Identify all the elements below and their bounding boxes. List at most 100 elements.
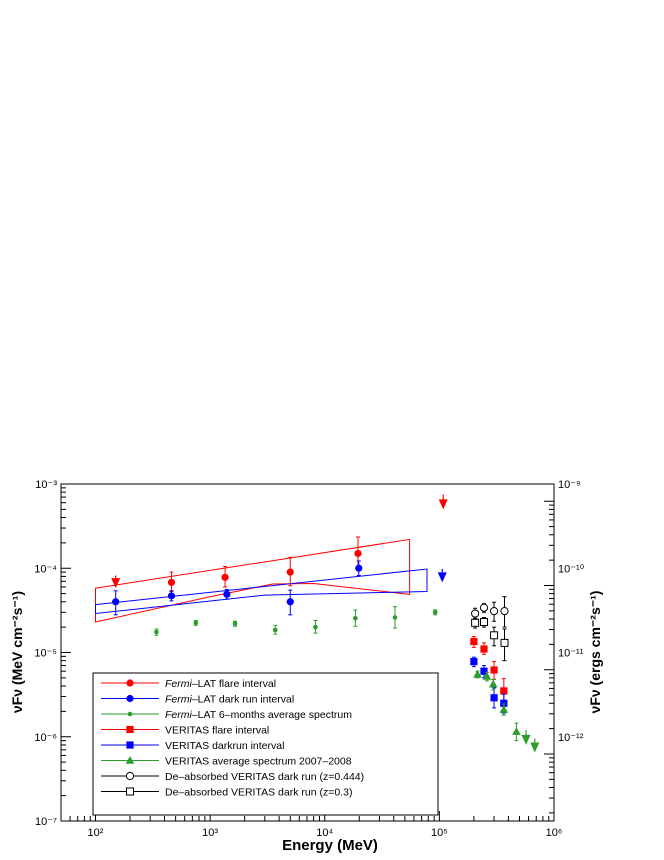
y-tick-label: 10⁻⁴	[34, 563, 57, 575]
y2-tick-label: 10⁻¹¹	[558, 648, 584, 660]
y-tick-label: 10⁻⁵	[34, 648, 57, 660]
data-point	[286, 598, 294, 606]
data-point	[154, 629, 159, 635]
data-point	[480, 667, 488, 675]
legend-entry: VERITAS average spectrum 2007–2008	[101, 755, 352, 767]
data-point	[193, 620, 199, 626]
upper-limit-arrow	[521, 730, 531, 745]
data-point	[479, 603, 489, 612]
data-point	[500, 687, 508, 695]
data-point	[470, 657, 478, 666]
y-tick-label: 10⁻³	[35, 479, 57, 491]
y2-axis-label: νFν (ergs cm⁻²s⁻¹)	[587, 591, 603, 714]
data-point	[512, 727, 521, 735]
legend-label-text: VERITAS average spectrum 2007–2008	[165, 755, 352, 767]
data-point	[500, 607, 509, 616]
data-point	[221, 573, 229, 581]
arrow-head	[111, 578, 121, 589]
legend-label: VERITAS average spectrum 2007–2008	[165, 755, 352, 767]
data-point	[272, 627, 278, 633]
data-point	[490, 631, 499, 640]
data-point	[392, 615, 398, 620]
legend-entry: Fermi–LAT flare interval	[101, 678, 276, 690]
legend-label: VERITAS flare interval	[165, 724, 269, 736]
legend-label-prefix: Fermi	[165, 709, 192, 721]
ticks-layer: 10² 10³ 10⁴ 10⁵ 10⁶ 10⁻⁷ 10⁻⁶ 10⁻⁵ 10⁻⁴ 10⁻³ 10⁻¹²…	[34, 479, 584, 839]
data-point	[355, 564, 363, 572]
legend-label: VERITAS darkrun interval	[165, 740, 284, 752]
legend-marker	[126, 694, 134, 703]
legend-entry: VERITAS darkrun interval	[101, 740, 284, 752]
data-point	[489, 607, 499, 616]
arrow-head	[438, 499, 448, 510]
series-1	[112, 560, 363, 616]
data-point	[473, 669, 482, 678]
upper-limit-arrow	[437, 568, 447, 583]
legend-label-text: –LAT flare interval	[192, 678, 276, 690]
data-point	[470, 637, 478, 646]
data-point	[488, 679, 498, 688]
data-point	[490, 694, 498, 702]
legend-label: Fermi–LAT 6–months average spectrum	[165, 709, 352, 721]
x-tick-label: 10³	[202, 827, 218, 839]
y-tick-label: 10⁻⁶	[34, 732, 57, 744]
data-point	[471, 609, 480, 618]
data-point	[490, 666, 498, 674]
legend-marker	[126, 741, 134, 749]
legend-label-prefix: Fermi	[165, 678, 192, 690]
y2-tick-label: 10⁻¹²	[558, 732, 584, 744]
data-point	[353, 615, 358, 621]
y2-tick-label: 10⁻⁹	[558, 479, 581, 491]
data-point	[480, 645, 488, 653]
legend-marker	[126, 787, 134, 796]
legend-entry: VERITAS flare interval	[101, 724, 269, 736]
legend-marker	[126, 725, 134, 734]
data-point	[313, 624, 318, 630]
x-tick-label: 10⁴	[316, 827, 333, 839]
data-point	[482, 671, 492, 680]
legend-marker	[126, 679, 134, 687]
x-tick-label: 10⁶	[546, 827, 563, 839]
series-6	[471, 596, 509, 628]
legend-label: Fermi–LAT dark run interval	[165, 693, 294, 705]
series-4	[470, 656, 508, 714]
series-0	[167, 536, 362, 592]
legend-label: De–absorbed VERITAS dark run (z=0.444)	[165, 771, 364, 783]
data-point	[354, 549, 362, 558]
legend-marker	[125, 771, 135, 781]
legend-label-text: VERITAS flare interval	[165, 724, 269, 736]
legend-entry: De–absorbed VERITAS dark run (z=0.3)	[101, 786, 352, 798]
legend-label-text: VERITAS darkrun interval	[165, 740, 284, 752]
y-axis-label: νFν (MeV cm⁻²s⁻¹)	[9, 591, 25, 713]
legend-label-text: –LAT dark run interval	[192, 693, 294, 705]
marks-layer	[111, 494, 540, 753]
data-point	[167, 592, 176, 600]
data-point	[471, 618, 480, 627]
butterfly-0	[95, 538, 411, 623]
x-tick-label: 10²	[88, 827, 104, 839]
upper-limit-arrow	[111, 575, 121, 589]
x-tick-label: 10⁵	[431, 827, 448, 839]
x-axis-label: Energy (MeV)	[282, 837, 378, 854]
series-2	[154, 606, 438, 636]
arrow-head	[521, 734, 531, 745]
butterfly-layer	[95, 538, 428, 623]
series-5	[473, 669, 521, 742]
data-point	[223, 590, 231, 598]
y-tick-label: 10⁻⁷	[35, 816, 57, 828]
legend-entry: Fermi–LAT 6–months average spectrum	[101, 709, 352, 721]
legend-label-text: –LAT 6–months average spectrum	[192, 709, 352, 721]
series-3	[470, 635, 508, 707]
legend-entry: Fermi–LAT dark run interval	[101, 693, 294, 705]
legend-marker	[125, 756, 135, 764]
data-point	[232, 621, 238, 626]
data-point	[167, 578, 176, 586]
legend-label-prefix: Fermi	[165, 693, 192, 705]
legend-label: Fermi–LAT flare interval	[165, 678, 276, 690]
upper-limit-arrow	[530, 738, 540, 753]
legend-marker	[127, 711, 133, 717]
series-7	[471, 617, 509, 662]
data-point	[500, 638, 509, 647]
